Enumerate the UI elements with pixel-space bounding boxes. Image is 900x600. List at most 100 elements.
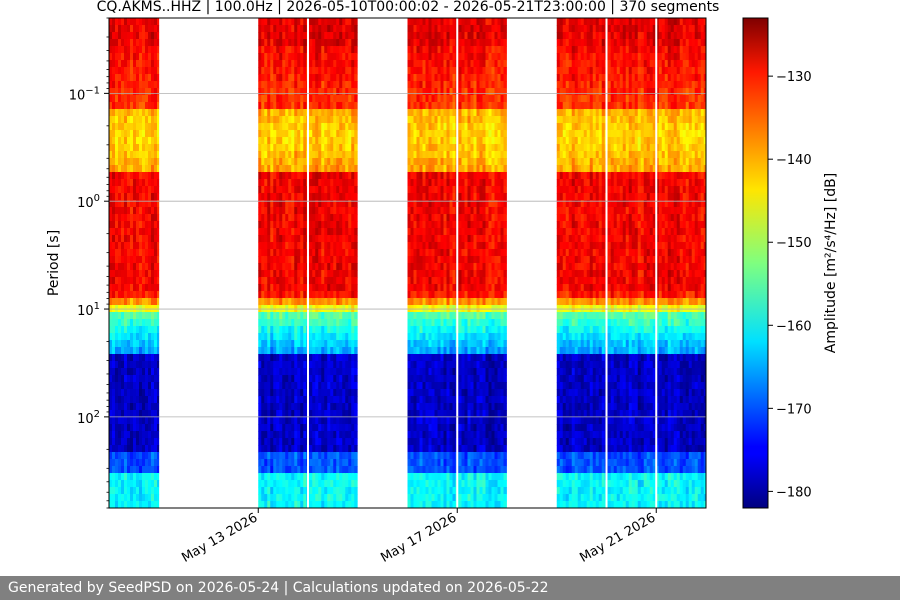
heatmap-cell: [443, 291, 447, 299]
heatmap-cell: [270, 403, 274, 411]
heatmap-cell: [446, 172, 450, 180]
heatmap-cell: [452, 25, 456, 33]
heatmap-cell: [264, 102, 268, 110]
heatmap-cell: [407, 130, 411, 138]
heatmap-cell: [428, 347, 432, 355]
heatmap-cell: [291, 221, 295, 229]
heatmap-cell: [321, 67, 325, 75]
heatmap-cell: [315, 109, 319, 117]
heatmap-cell: [327, 242, 331, 250]
heatmap-cell: [142, 158, 146, 166]
heatmap-cell: [419, 39, 423, 47]
heatmap-cell: [109, 284, 113, 292]
heatmap-cell: [434, 277, 438, 285]
heatmap-cell: [330, 81, 334, 89]
heatmap-cell: [258, 137, 262, 145]
heatmap-cell: [419, 67, 423, 75]
heatmap-cell: [428, 340, 432, 348]
heatmap-cell: [342, 459, 346, 467]
heatmap-cell: [285, 473, 289, 481]
heatmap-cell: [342, 361, 346, 369]
heatmap-cell: [318, 186, 322, 194]
heatmap-cell: [115, 81, 119, 89]
heatmap-cell: [157, 32, 160, 40]
heatmap-cell: [145, 494, 149, 502]
heatmap-cell: [279, 277, 283, 285]
heatmap-cell: [413, 494, 417, 502]
heatmap-cell: [282, 74, 286, 82]
heatmap-cell: [124, 74, 128, 82]
heatmap-cell: [297, 60, 301, 68]
heatmap-cell: [330, 179, 334, 187]
heatmap-cell: [127, 284, 131, 292]
heatmap-cell: [142, 186, 146, 194]
heatmap-cell: [410, 39, 414, 47]
heatmap-cell: [133, 214, 137, 222]
heatmap-cell: [288, 501, 292, 509]
heatmap-cell: [419, 214, 423, 222]
heatmap-cell: [145, 298, 149, 306]
heatmap-cell: [124, 88, 128, 96]
heatmap-cell: [413, 431, 417, 439]
heatmap-cell: [330, 228, 334, 236]
heatmap-cell: [285, 235, 289, 243]
heatmap-cell: [464, 221, 468, 229]
heatmap-cell: [258, 207, 262, 215]
heatmap-cell: [139, 340, 143, 348]
heatmap-cell: [312, 312, 316, 320]
heatmap-cell: [130, 144, 134, 152]
heatmap-cell: [327, 67, 331, 75]
heatmap-cell: [410, 214, 414, 222]
heatmap-cell: [461, 473, 465, 481]
heatmap-cell: [327, 60, 331, 68]
heatmap-cell: [115, 214, 119, 222]
heatmap-cell: [461, 417, 465, 425]
heatmap-cell: [303, 410, 307, 418]
heatmap-cell: [303, 361, 307, 369]
heatmap-cell: [130, 354, 134, 362]
heatmap-cell: [127, 109, 131, 117]
heatmap-cell: [127, 291, 131, 299]
heatmap-cell: [309, 347, 313, 355]
heatmap-cell: [282, 172, 286, 180]
heatmap-cell: [282, 67, 286, 75]
heatmap-cell: [354, 354, 358, 362]
heatmap-cell: [467, 298, 471, 306]
heatmap-cell: [288, 39, 292, 47]
heatmap-cell: [410, 32, 414, 40]
heatmap-cell: [470, 88, 474, 96]
heatmap-cell: [434, 46, 438, 54]
heatmap-cell: [461, 179, 465, 187]
heatmap-cell: [118, 361, 122, 369]
heatmap-cell: [452, 249, 456, 257]
heatmap-cell: [142, 207, 146, 215]
heatmap-cell: [345, 249, 349, 257]
heatmap-cell: [458, 438, 462, 446]
heatmap-cell: [452, 88, 456, 96]
heatmap-cell: [342, 242, 346, 250]
heatmap-cell: [270, 74, 274, 82]
heatmap-cell: [446, 312, 450, 320]
heatmap-cell: [142, 403, 146, 411]
heatmap-cell: [416, 165, 420, 173]
heatmap-cell: [303, 165, 307, 173]
heatmap-cell: [130, 431, 134, 439]
heatmap-cell: [294, 53, 298, 61]
heatmap-cell: [324, 39, 328, 47]
heatmap-cell: [410, 228, 414, 236]
heatmap-cell: [294, 88, 298, 96]
heatmap-cell: [282, 130, 286, 138]
heatmap-cell: [258, 445, 262, 453]
heatmap-cell: [449, 277, 453, 285]
heatmap-cell: [324, 88, 328, 96]
heatmap-cell: [324, 151, 328, 159]
heatmap-cell: [127, 354, 131, 362]
heatmap-cell: [139, 501, 143, 509]
heatmap-cell: [354, 18, 358, 26]
heatmap-cell: [285, 354, 289, 362]
heatmap-cell: [330, 235, 334, 243]
heatmap-cell: [151, 214, 155, 222]
heatmap-cell: [130, 326, 134, 334]
heatmap-cell: [345, 298, 349, 306]
heatmap-cell: [297, 172, 301, 180]
